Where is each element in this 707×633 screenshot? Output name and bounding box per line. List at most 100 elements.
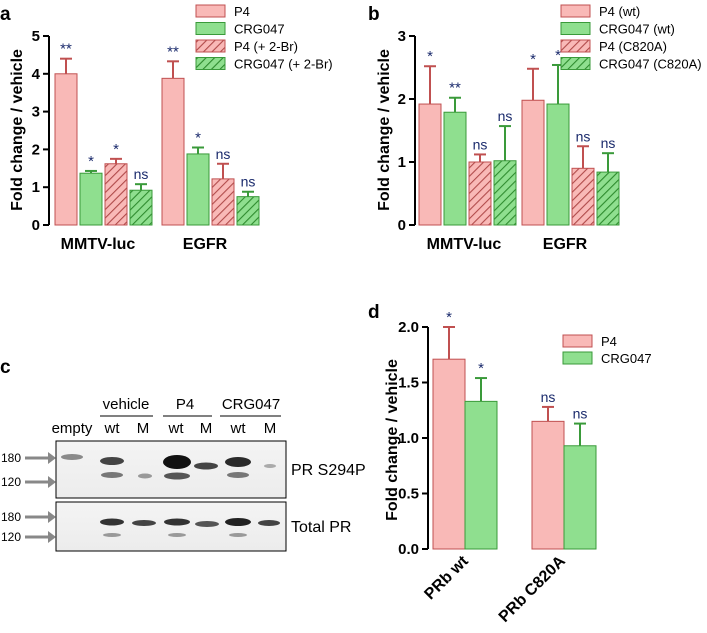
legend-label: P4 (+ 2-Br): [234, 39, 298, 54]
bar: [54, 73, 78, 226]
y-tick-label: 1: [398, 154, 406, 171]
y-tick-label: 0.0: [398, 541, 419, 558]
bar: [521, 99, 545, 226]
significance-label: ns: [134, 166, 149, 182]
significance-label: ns: [541, 389, 556, 405]
blot-band: [225, 457, 251, 467]
significance-label: ns: [241, 174, 256, 190]
significance-label: *: [113, 141, 119, 158]
blot-band: [61, 454, 83, 460]
legend-label: CRG047: [234, 22, 285, 37]
blot-band: [258, 520, 280, 526]
significance-label: *: [478, 360, 484, 377]
x-category-label: MMTV-luc: [427, 236, 502, 253]
y-tick-label: 5: [32, 28, 40, 45]
bar: [546, 103, 570, 226]
blot-lane-label: M: [200, 420, 213, 437]
blot-lane-label: wt: [104, 420, 121, 437]
x-category-label: PRb wt: [421, 552, 472, 603]
bar: [211, 178, 235, 226]
y-tick-label: 2: [398, 91, 406, 108]
y-tick-label: 1.5: [398, 375, 419, 392]
blot-band: [195, 521, 219, 527]
blot-group-vehicle: vehicle: [103, 396, 150, 413]
significance-label: **: [60, 41, 72, 58]
blot-band: [164, 472, 190, 480]
x-category-label: MMTV-luc: [61, 236, 136, 253]
y-axis-label: Fold change / vehicle: [9, 49, 26, 211]
blot-band: [194, 462, 218, 470]
significance-label: *: [195, 130, 201, 147]
significance-label: ns: [573, 406, 588, 422]
mw-marker-180-bottom: 180: [1, 510, 56, 524]
legend-swatch: [560, 4, 591, 18]
significance-label: *: [530, 51, 536, 68]
blot-band: [132, 520, 156, 526]
significance-label: ns: [216, 146, 231, 162]
blot-band: [264, 464, 276, 468]
bar: [464, 400, 498, 550]
blot-lane-label: wt: [230, 420, 247, 437]
blot-band: [168, 533, 186, 537]
significance-label: *: [555, 47, 561, 64]
legend-label: P4 (wt): [599, 4, 640, 19]
y-axis-label: Fold change / vehicle: [384, 359, 401, 521]
svg-text:180: 180: [1, 451, 21, 465]
svg-text:120: 120: [1, 475, 21, 489]
blot-group-crg047: CRG047: [222, 396, 280, 413]
legend-label: P4: [601, 334, 617, 349]
significance-label: **: [449, 80, 461, 97]
bar: [468, 161, 492, 226]
legend-label: CRG047 (wt): [599, 22, 675, 37]
panel-letter-c: c: [0, 357, 11, 378]
x-category-label: EGFR: [183, 236, 228, 253]
blot-band: [100, 518, 124, 526]
blot-band: [138, 473, 152, 479]
blot-band: [227, 472, 249, 478]
blot-band: [103, 533, 121, 537]
blot-band: [229, 533, 247, 537]
significance-label: ns: [498, 108, 513, 124]
y-tick-label: 1.0: [398, 430, 419, 447]
bar: [236, 196, 260, 226]
blot-lane-label: empty: [52, 420, 93, 437]
chart-panel-d: 0.0 0.5 1.0 1.5 2.0 Fold change / vehicle * ns *…: [384, 309, 652, 626]
blot-band: [164, 518, 190, 526]
svg-text:120: 120: [1, 530, 21, 544]
bar: [571, 167, 595, 226]
x-category-label: EGFR: [543, 236, 588, 253]
panel-letter-a: a: [0, 4, 11, 25]
significance-label: ns: [601, 135, 616, 151]
legend-swatch: [560, 39, 591, 53]
blot-top-label: PR S294P: [291, 462, 366, 479]
significance-label: ns: [576, 128, 591, 144]
bar: [563, 445, 597, 550]
significance-label: *: [427, 48, 433, 65]
y-tick-label: 2.0: [398, 319, 419, 336]
y-tick-label: 0.5: [398, 486, 419, 503]
panel-letter-d: d: [368, 302, 380, 323]
legend-swatch: [195, 22, 226, 35]
y-tick-label: 1: [32, 179, 40, 196]
bar: [186, 153, 210, 226]
x-category-label: PRb C820A: [496, 552, 569, 625]
legend-swatch: [562, 334, 593, 348]
blot-top-membrane: [55, 440, 287, 499]
bar: [104, 163, 128, 226]
blot-band: [101, 472, 123, 478]
mw-marker-180-top: 180: [1, 451, 56, 465]
bar: [443, 111, 467, 226]
y-tick-label: 3: [32, 104, 40, 121]
blot-bottom-membrane: [55, 501, 287, 552]
blot-lane-label: M: [264, 420, 277, 437]
legend-label: CRG047 (+ 2-Br): [234, 57, 333, 72]
blot-group-p4: P4: [176, 396, 194, 413]
y-tick-label: 2: [32, 141, 40, 158]
legend-label: CRG047 (C820A): [599, 57, 702, 72]
legend-swatch: [195, 57, 226, 70]
legend-label: P4 (C820A): [599, 39, 667, 54]
significance-label: ns: [473, 136, 488, 152]
